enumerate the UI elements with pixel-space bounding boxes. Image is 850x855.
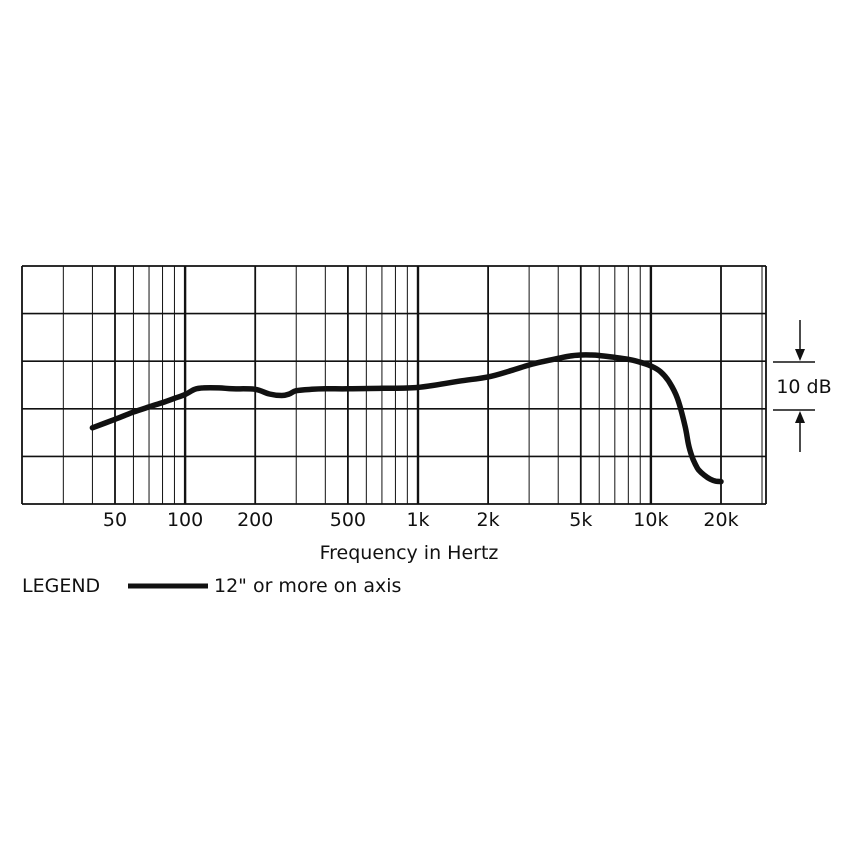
up-arrow-icon	[795, 411, 805, 423]
grid	[21, 265, 767, 505]
x-tick-label: 200	[237, 509, 273, 531]
x-tick-label: 500	[330, 509, 366, 531]
scale-bar-label: 10 dB	[776, 376, 831, 398]
x-tick-label: 2k	[477, 509, 500, 531]
db-scale-bar: 10 dB	[773, 320, 832, 452]
x-axis-label: Frequency in Hertz	[320, 542, 499, 564]
down-arrow-icon	[795, 349, 805, 361]
x-tick-labels: 50 100 200 500 1k 2k 5k 10k 20k	[103, 509, 739, 531]
series-line	[89, 352, 724, 485]
x-tick-label: 20k	[703, 509, 738, 531]
x-tick-label: 50	[103, 509, 127, 531]
legend: LEGEND 12" or more on axis	[22, 575, 401, 597]
legend-title: LEGEND	[22, 575, 100, 597]
x-tick-label: 1k	[406, 509, 429, 531]
plot-area	[89, 352, 724, 485]
legend-entry-label: 12" or more on axis	[214, 575, 401, 597]
x-tick-label: 10k	[633, 509, 668, 531]
x-tick-label: 100	[167, 509, 203, 531]
x-tick-label: 5k	[569, 509, 592, 531]
